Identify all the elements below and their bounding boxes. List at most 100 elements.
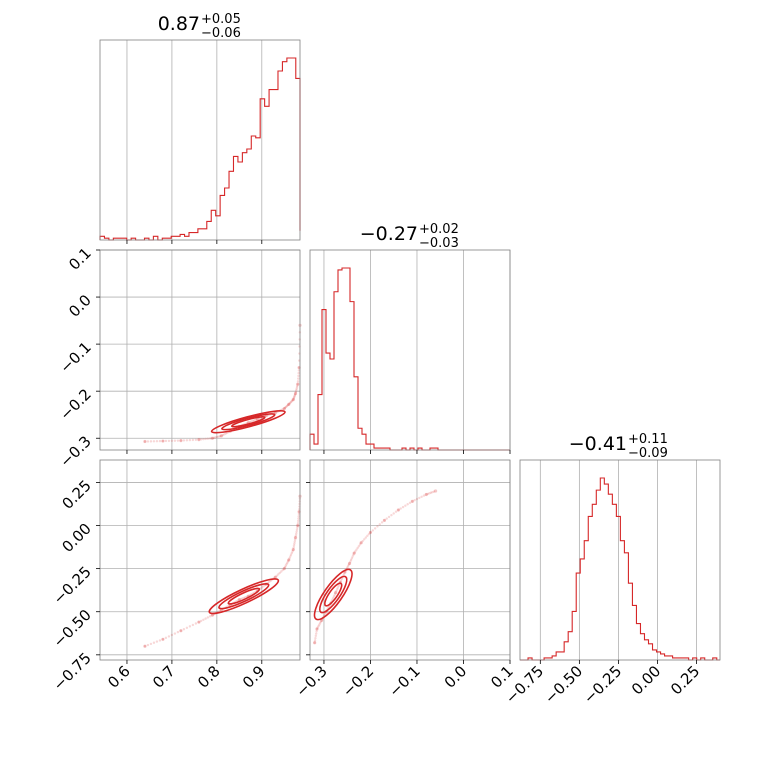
scatter-point	[275, 574, 278, 578]
density-contour	[210, 410, 286, 434]
scatter-point	[143, 644, 147, 648]
scatter-point	[293, 394, 296, 397]
scatter-point	[366, 534, 369, 538]
scatter-point	[357, 545, 361, 548]
scatter-point	[424, 492, 428, 497]
x-tick-label: −0.50	[541, 662, 586, 707]
scatter-point	[164, 636, 168, 640]
scatter-point	[224, 432, 228, 435]
scatter-point	[420, 495, 423, 498]
scatter-point	[297, 519, 300, 523]
scatter-point	[373, 527, 377, 530]
scatter-point	[286, 403, 290, 407]
scatter-point	[297, 377, 300, 380]
scatter-point	[297, 512, 301, 516]
hist-param1-series	[99, 57, 301, 241]
x-tick-label: 0.8	[194, 662, 224, 692]
scatter-point	[348, 562, 351, 565]
scatter-point	[208, 615, 212, 618]
scatter-point	[359, 541, 363, 545]
scatter-point	[152, 641, 156, 644]
scatter-point	[428, 492, 431, 495]
scatter-point	[289, 401, 292, 404]
panel-frame	[309, 249, 511, 451]
scatter-point	[390, 513, 393, 517]
scatter-point	[346, 566, 349, 569]
scatter-point	[289, 400, 293, 404]
scatter-point	[283, 406, 287, 410]
scatter-point	[170, 633, 174, 637]
scatter-point	[293, 391, 298, 396]
scatter-point	[152, 440, 156, 443]
title-param1-minus: −0.06	[201, 26, 241, 41]
scatter-point	[333, 591, 338, 595]
scatter-point	[314, 634, 318, 638]
scatter-point	[378, 523, 381, 526]
scatter-point	[143, 645, 147, 648]
scatter-point	[297, 374, 300, 378]
scatter-point	[432, 490, 436, 493]
scatter-point	[283, 407, 286, 410]
scatter-point	[334, 591, 337, 594]
panel-hist-param3: −0.75−0.50−0.25 0.00 0.25	[502, 459, 721, 707]
scatter-point	[335, 589, 338, 593]
y-tick-label: −0.1	[56, 338, 94, 376]
scatter-point	[217, 435, 220, 438]
scatter-point	[170, 439, 174, 443]
scatter-point	[318, 623, 321, 626]
scatter-point	[206, 437, 210, 440]
scatter-point	[295, 528, 299, 531]
scatter-point	[146, 643, 150, 647]
title-param1-plus: +0.05	[201, 12, 241, 27]
scatter-point	[197, 620, 201, 624]
scatter-point	[356, 546, 359, 550]
scatter-point	[250, 420, 253, 423]
panel-scatter-param1-param3: 0.6 0.7 0.8 0.9 0.25 0.00 −0.25−0.50−0.75	[50, 459, 302, 694]
title-param3-minus: −0.09	[628, 446, 668, 461]
scatter-point	[173, 439, 177, 442]
x-tick-label: 0.0	[441, 662, 471, 692]
scatter-point	[410, 499, 414, 503]
scatter-point	[280, 570, 283, 573]
x-tick-label: 0.6	[104, 662, 134, 692]
scatter-point	[227, 604, 231, 607]
scatter-point	[406, 503, 409, 506]
scatter-point	[396, 508, 400, 512]
scatter-point	[291, 550, 294, 553]
scatter-point	[194, 622, 198, 625]
scatter-point	[204, 617, 207, 620]
scatter-point	[223, 433, 226, 436]
scatter-point	[290, 551, 293, 555]
scatter-point	[161, 439, 165, 443]
scatter-point	[238, 598, 241, 601]
scatter-point	[383, 519, 386, 522]
scatter-point	[210, 613, 214, 617]
scatter-point	[317, 624, 320, 628]
scatter-point	[194, 438, 198, 442]
scatter-point	[347, 563, 350, 567]
scatter-point	[336, 586, 340, 589]
scatter-point	[408, 501, 412, 505]
scatter-point	[197, 620, 201, 624]
scatter-point	[274, 411, 277, 415]
scatter-point	[268, 580, 271, 584]
x-tick-label: 0.9	[239, 662, 269, 692]
scatter-point	[315, 627, 319, 631]
scatter-point	[161, 638, 165, 641]
scatter-point	[339, 579, 343, 582]
scatter-point	[212, 436, 216, 440]
scatter-point	[289, 555, 292, 558]
scatter-point	[293, 393, 297, 396]
scatter-point	[332, 596, 335, 600]
x-tick-label: 0.7	[149, 662, 179, 692]
scatter-point	[346, 565, 350, 568]
scatter-point	[287, 402, 291, 406]
scatter-point	[143, 439, 147, 444]
scatter-point	[349, 560, 352, 563]
y-tick-label: 0.00	[58, 520, 94, 556]
scatter-point	[296, 524, 299, 527]
scatter-point	[359, 541, 363, 544]
scatter-point	[333, 593, 337, 596]
scatter-point	[179, 439, 183, 442]
scatter-point	[361, 539, 364, 543]
